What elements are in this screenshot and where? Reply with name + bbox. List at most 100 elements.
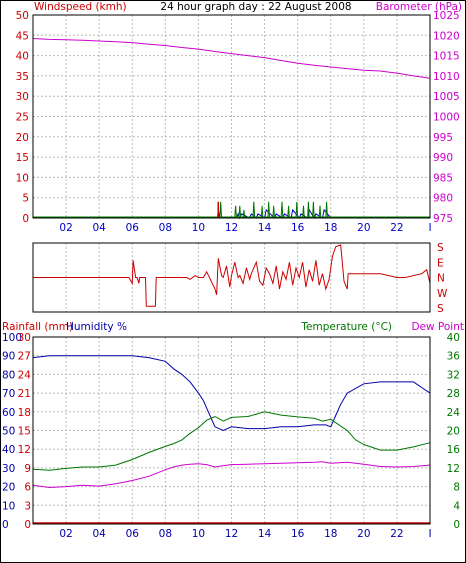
temperature-tick-label: 32: [447, 369, 460, 381]
wind-x-tick-label: 14: [258, 222, 272, 234]
rainfall-tick-label: 6: [24, 482, 31, 494]
rainfall-axis-title: Rainfall (mm): [2, 321, 73, 333]
wind-tick-label: 25: [16, 112, 29, 124]
wind-tick-label: 10: [16, 172, 29, 184]
direction-line: [33, 244, 431, 307]
barometer-tick-label: 980: [433, 193, 453, 205]
wind-x-tick-label: I: [428, 222, 431, 234]
climate-x-tick-label: 06: [126, 528, 140, 540]
wind-x-tick-label: 12: [225, 222, 238, 234]
temperature-tick-label: 16: [447, 444, 461, 456]
humidity-axis-title: Humidity %: [66, 321, 127, 333]
climate-x-tick-label: 14: [258, 528, 272, 540]
rainfall-tick-label: 9: [24, 463, 31, 475]
barometer-axis-title: Barometer (hPa): [376, 1, 462, 13]
barometer-tick-label: 975: [433, 213, 453, 225]
rainfall-tick-label: 12: [18, 444, 31, 456]
wind-tick-label: 15: [16, 152, 29, 164]
humidity-tick-label: 70: [2, 388, 15, 400]
series-layer: [32, 38, 431, 524]
barometer-tick-label: 1025: [433, 10, 460, 22]
frame-layer: [32, 14, 431, 525]
humidity-tick-label: 40: [2, 444, 15, 456]
temperature-tick-label: 8: [453, 482, 460, 494]
climate-x-tick-label: 08: [159, 528, 172, 540]
climate-x-tick-label: I: [428, 528, 431, 540]
barometer-tick-label: 1015: [433, 51, 460, 63]
rainfall-tick-label: 30: [18, 332, 31, 344]
temperature-tick-label: 0: [453, 519, 460, 531]
wind-tick-label: 45: [16, 30, 29, 42]
rainfall-tick-label: 21: [18, 388, 31, 400]
wind-x-tick-label: 02: [59, 222, 72, 234]
barometer-line: [32, 38, 431, 79]
climate-x-tick-label: 16: [291, 528, 305, 540]
wind-x-tick-label: 22: [390, 222, 403, 234]
wind-tick-label: 50: [16, 10, 29, 22]
rainfall-tick-label: 27: [18, 351, 31, 363]
wind-x-tick-label: 16: [291, 222, 305, 234]
barometer-tick-label: 1000: [433, 112, 460, 124]
barometer-tick-label: 1020: [433, 30, 460, 42]
wind-tick-label: 20: [16, 132, 29, 144]
rainfall-tick-label: 15: [18, 426, 31, 438]
climate-x-tick-label: 04: [92, 528, 106, 540]
grid-layer: [33, 15, 430, 524]
climate-x-tick-label: 18: [324, 528, 337, 540]
rainfall-tick-label: 24: [18, 369, 32, 381]
climate-x-tick-label: 20: [357, 528, 370, 540]
wind-x-tick-label: 06: [126, 222, 140, 234]
dewpoint-line: [32, 461, 431, 489]
barometer-tick-label: 995: [433, 132, 453, 144]
barometer-tick-label: 1010: [433, 71, 460, 83]
direction-tick-label: S: [437, 303, 444, 315]
wind-x-tick-label: 04: [92, 222, 106, 234]
climate-x-tick-label: 22: [390, 528, 403, 540]
humidity-tick-label: 100: [2, 332, 22, 344]
temperature-tick-label: 4: [453, 500, 460, 512]
dewpoint-axis-title: Dew Point: [411, 321, 464, 333]
humidity-tick-label: 30: [2, 463, 15, 475]
temperature-tick-label: 36: [447, 351, 461, 363]
wind-x-tick-label: 10: [192, 222, 205, 234]
wind-tick-label: 5: [22, 193, 29, 205]
barometer-tick-label: 1005: [433, 91, 460, 103]
barometer-tick-label: 985: [433, 172, 453, 184]
climate-x-tick-label: 02: [59, 528, 72, 540]
humidity-tick-label: 10: [2, 500, 15, 512]
temperature-tick-label: 12: [447, 463, 460, 475]
wind-tick-label: 40: [16, 51, 29, 63]
rainfall-tick-label: 3: [24, 500, 31, 512]
humidity-tick-label: 20: [2, 482, 15, 494]
humidity-tick-label: 90: [2, 351, 15, 363]
direction-tick-label: N: [437, 273, 445, 285]
humidity-tick-label: 80: [2, 369, 15, 381]
temperature-tick-label: 40: [447, 332, 460, 344]
direction-tick-label: S: [437, 242, 444, 254]
temperature-axis-title: Temperature (°C): [300, 321, 392, 333]
humidity-tick-label: 0: [2, 519, 9, 531]
temperature-tick-label: 24: [447, 407, 461, 419]
humidity-tick-label: 60: [2, 407, 15, 419]
humidity-tick-label: 50: [2, 426, 15, 438]
graph-title: 24 hour graph day : 22 August 2008: [160, 1, 351, 13]
direction-tick-label: E: [437, 257, 444, 269]
climate-x-tick-label: 12: [225, 528, 238, 540]
climate-x-tick-label: 10: [192, 528, 205, 540]
wind-x-tick-label: 08: [159, 222, 172, 234]
wind-x-tick-label: 20: [357, 222, 370, 234]
barometer-tick-label: 990: [433, 152, 453, 164]
windspeed-axis-title: Windspeed (kmh): [34, 1, 127, 13]
wind-plot-frame: [32, 14, 431, 219]
temperature-tick-label: 20: [447, 426, 460, 438]
humidity-line: [32, 355, 431, 432]
wind-tick-label: 30: [16, 91, 29, 103]
wind-tick-label: 0: [22, 213, 29, 225]
temperature-line: [32, 411, 431, 471]
wind-x-tick-label: 18: [324, 222, 337, 234]
wind-tick-label: 35: [16, 71, 29, 83]
rainfall-tick-label: 18: [18, 407, 31, 419]
